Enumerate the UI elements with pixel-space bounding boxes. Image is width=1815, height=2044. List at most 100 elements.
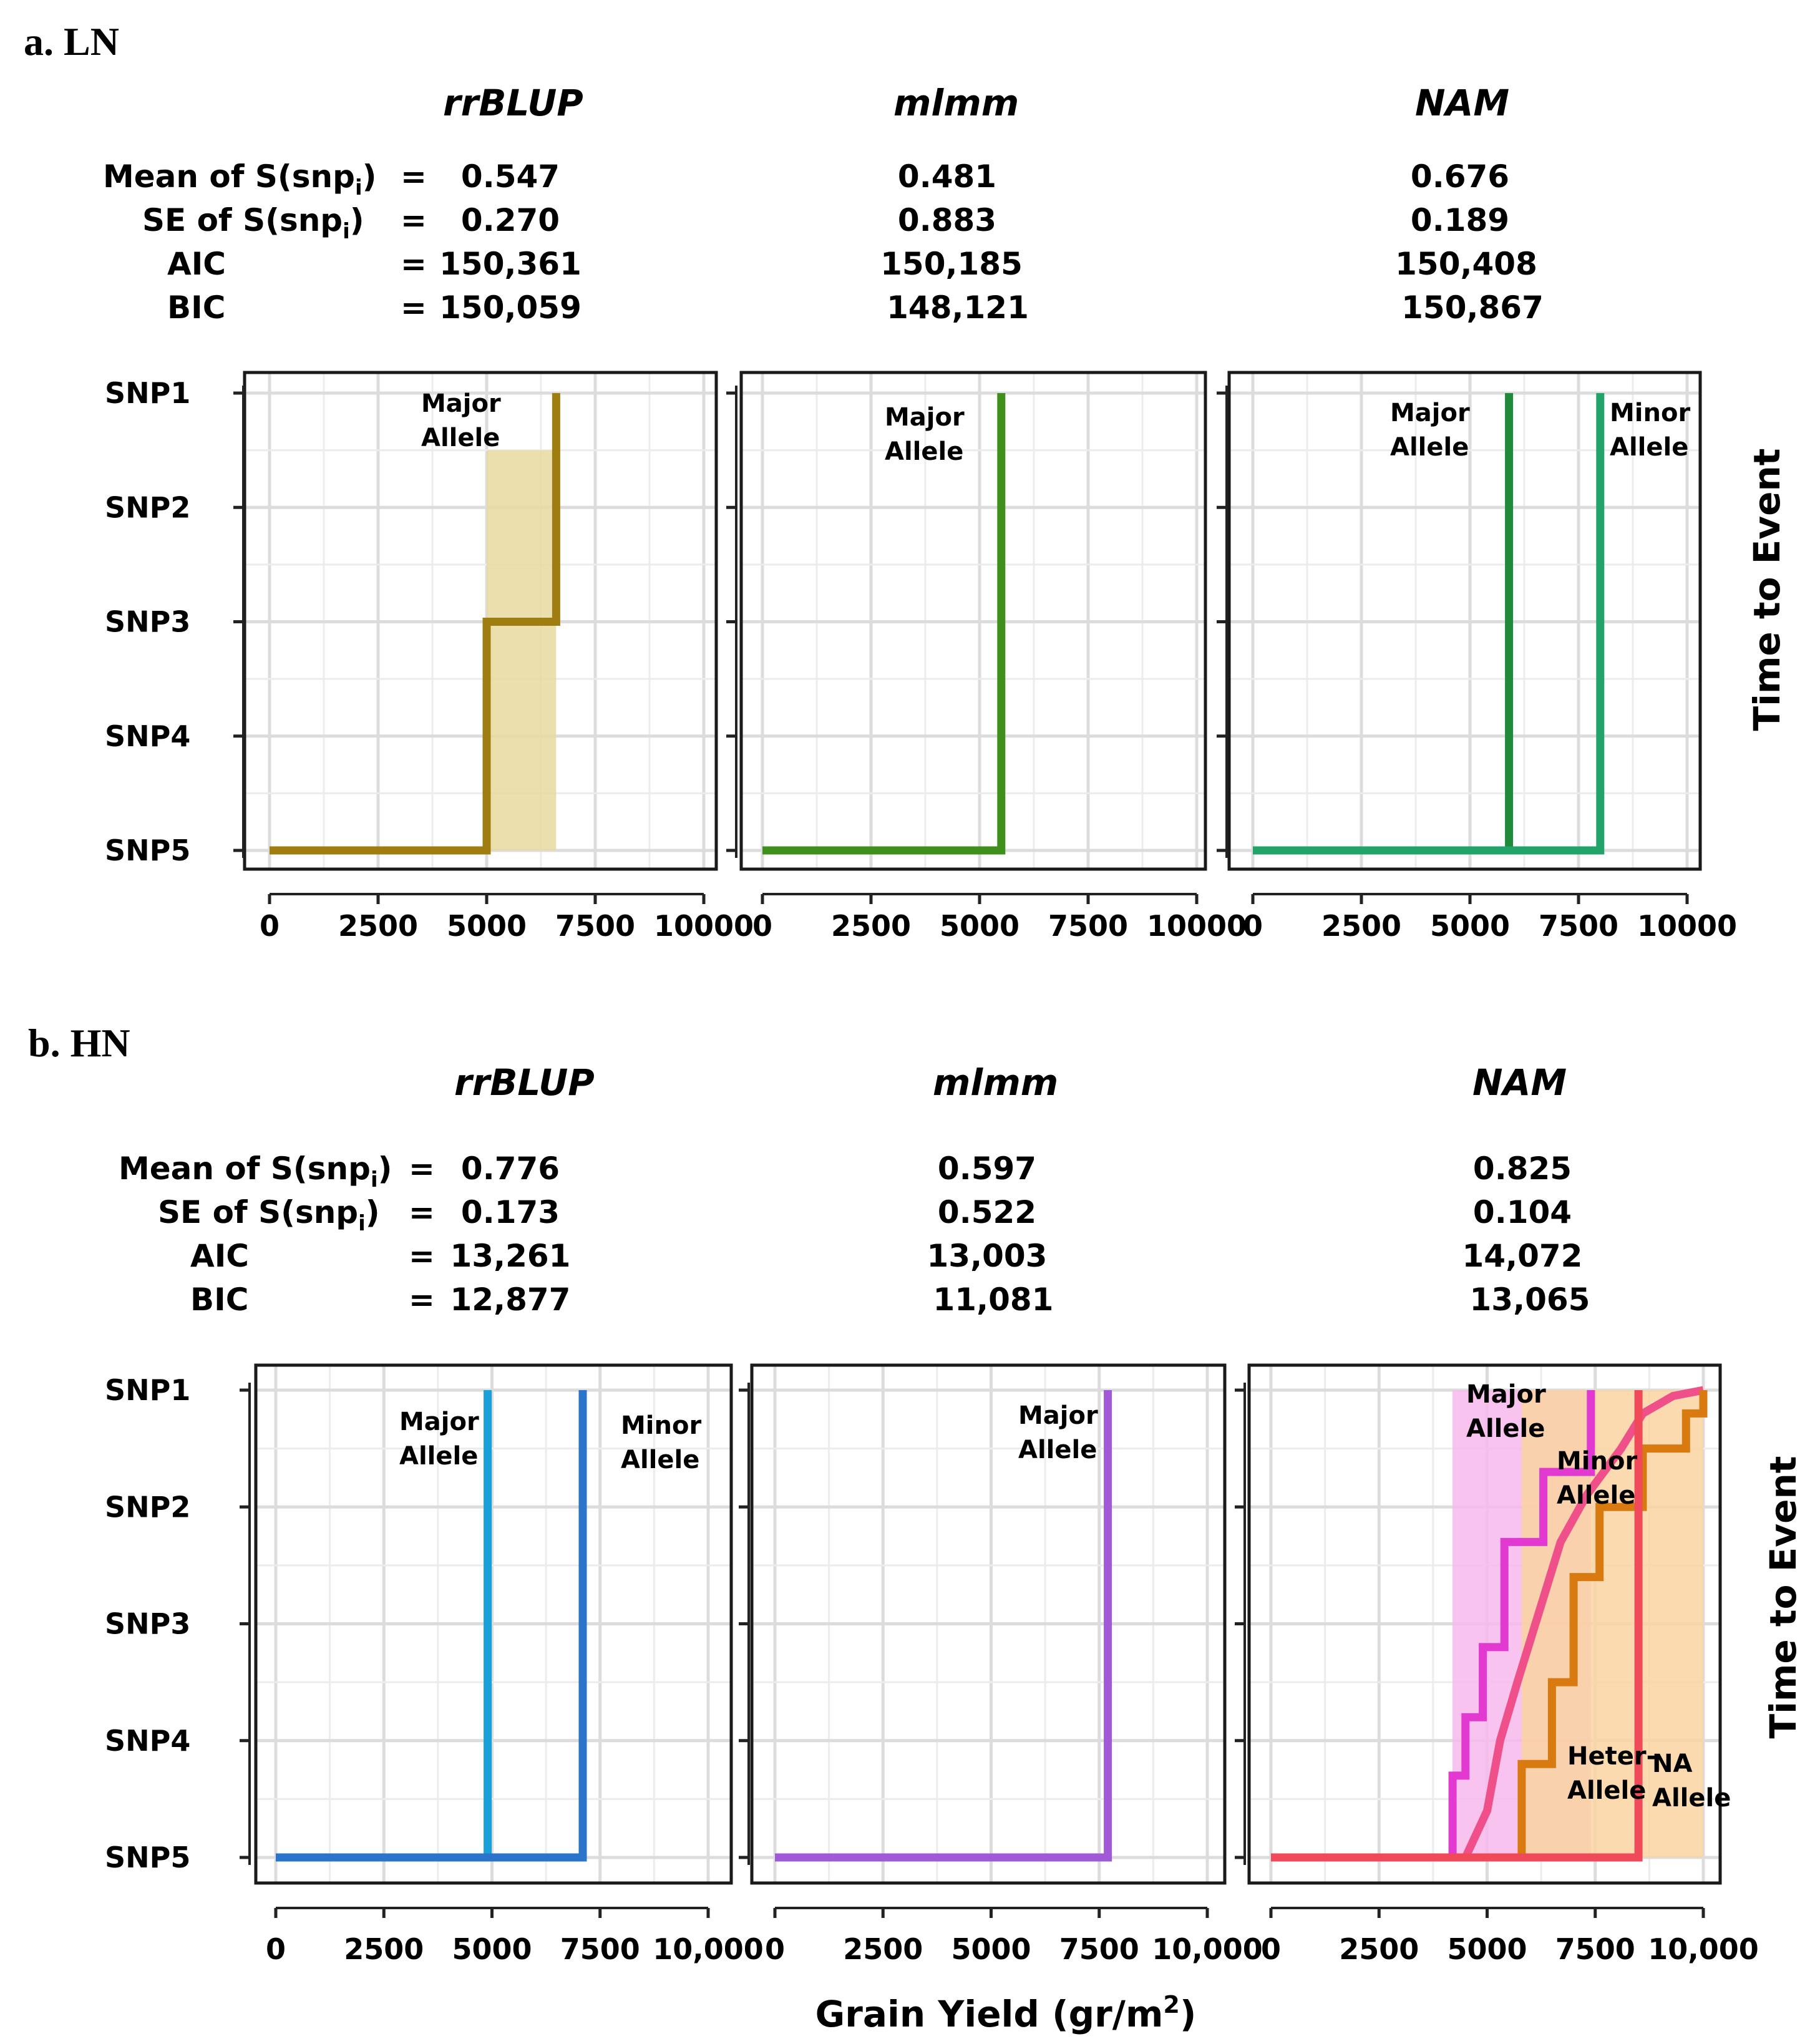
stat-label-se: SE of S(snpi): [158, 1194, 380, 1236]
x-tick-label: 0: [266, 1932, 286, 1966]
series-line: [1271, 1390, 1708, 1862]
stat-bic-nam: 13,065: [1470, 1282, 1590, 1318]
method-title-rrblup-b: rrBLUP: [454, 1061, 595, 1104]
x-tick-label: 2500: [831, 909, 911, 943]
stat-mean-nam: 0.676: [1411, 158, 1509, 195]
series-label: Allele: [1466, 1414, 1545, 1443]
series-line: [270, 393, 560, 855]
eq: =: [409, 1282, 435, 1318]
stat-label-aic: AIC: [167, 246, 226, 282]
stat-bic-mlmm: 11,081: [933, 1282, 1054, 1318]
eq: =: [401, 202, 427, 238]
series-label: Allele: [1390, 433, 1469, 462]
x-tick-label: 5000: [447, 909, 527, 943]
method-title-mlmm-b: mlmm: [933, 1061, 1058, 1104]
stat-label-mean: Mean of S(snpi): [103, 158, 376, 200]
stat-se-rrblup: 0.270: [461, 202, 560, 238]
plot-frame: [254, 1363, 733, 1885]
x-tick-label: 0: [1243, 909, 1263, 943]
series-label: Allele: [399, 1442, 478, 1471]
x-tick-label: 7500: [1048, 909, 1128, 943]
method-title-rrblup-a: rrBLUP: [443, 82, 583, 124]
series-label: Allele: [885, 437, 963, 466]
stat-bic-rrblup: 150,059: [439, 290, 581, 326]
x-tick-label: 2500: [338, 909, 418, 943]
y-tick-label: SNP3: [105, 1607, 190, 1641]
stat-label-bic: BIC: [167, 290, 225, 326]
series-line: [775, 1390, 1112, 1862]
series-line: [1271, 1390, 1643, 1862]
y-tick-label: SNP4: [105, 719, 190, 753]
series-line: [762, 393, 1006, 855]
y-tick-label: SNP2: [105, 1490, 190, 1524]
series-label: Major: [1390, 399, 1470, 427]
x-tick-label: 0: [765, 1932, 785, 1966]
ylabel-a: Time to Event: [1746, 449, 1788, 731]
stat-label-bic: BIC: [190, 1282, 248, 1318]
series-label: Minor: [621, 1411, 701, 1440]
stat-mean-nam: 0.825: [1473, 1151, 1572, 1187]
stats-labels-b: Mean of S(snpi) SE of S(snpi) AIC BIC = …: [119, 1151, 435, 1318]
series-label: Minor: [1610, 399, 1690, 427]
series-line: [1253, 393, 1605, 855]
x-tick-label: 10,000: [1648, 1932, 1759, 1966]
stat-aic-rrblup: 13,261: [450, 1238, 571, 1274]
chart-a-rrblup: SNP1 SNP2 SNP3 SNP4 SNP5 0 2500 5000 7500 10000 Ma…: [105, 371, 754, 943]
stat-mean-rrblup: 0.547: [461, 158, 560, 195]
y-tick-label: SNP5: [105, 834, 190, 867]
series-label: Allele: [1018, 1436, 1097, 1464]
eq: =: [409, 1194, 435, 1230]
x-tick-label: 10,000: [1152, 1932, 1263, 1966]
series-label: Major: [1466, 1380, 1546, 1409]
confidence-band: [487, 450, 557, 850]
stat-mean-rrblup: 0.776: [461, 1151, 560, 1187]
stat-label-mean: Mean of S(snpi): [119, 1151, 392, 1192]
method-title-mlmm-a: mlmm: [893, 82, 1019, 124]
x-tick-label: 2500: [344, 1932, 424, 1966]
stats-values-b: 0.776 0.173 13,261 12,877 0.597 0.522 13…: [450, 1151, 1590, 1318]
y-tick-label: SNP1: [105, 376, 190, 410]
stat-se-rrblup: 0.173: [461, 1194, 560, 1230]
chart-b-nam: 0 2500 5000 7500 10,000 Major Allele Minor Allel…: [1235, 1363, 1759, 1966]
x-tick-label: 5000: [951, 1932, 1031, 1966]
stat-bic-nam: 150,867: [1401, 290, 1544, 326]
series-label: Allele: [1652, 1784, 1731, 1813]
series-label: Major: [885, 403, 965, 432]
stat-se-mlmm: 0.883: [898, 202, 996, 238]
series-label: Heter-: [1567, 1742, 1657, 1771]
panel-b-title: b. HN: [28, 1021, 130, 1065]
x-tick-label: 5000: [940, 909, 1019, 943]
series-label: Major: [1018, 1401, 1098, 1430]
stat-aic-mlmm: 150,185: [880, 246, 1023, 282]
x-tick-label: 10,000: [653, 1932, 764, 1966]
xlabel-b: Grain Yield (gr/m2): [815, 1991, 1197, 2035]
stat-aic-nam: 150,408: [1395, 246, 1537, 282]
series-label: Minor: [1557, 1447, 1637, 1476]
eq: =: [401, 290, 427, 326]
series-label: Allele: [621, 1446, 699, 1474]
ylabel-b: Time to Event: [1762, 1456, 1804, 1739]
series-label: Major: [421, 389, 501, 418]
method-title-nam-b: NAM: [1472, 1061, 1567, 1104]
x-tick-label: 7500: [1555, 1932, 1635, 1966]
x-tick-label: 2500: [843, 1932, 923, 1966]
eq: =: [401, 158, 427, 195]
stat-mean-mlmm: 0.481: [898, 158, 996, 195]
y-tick-label: SNP1: [105, 1373, 190, 1407]
stat-se-mlmm: 0.522: [938, 1194, 1036, 1230]
x-tick-label: 0: [752, 909, 772, 943]
chart-a-mlmm: 0 2500 5000 7500 10000 Major Allele: [726, 371, 1247, 943]
x-tick-label: 5000: [1447, 1932, 1527, 1966]
plot-frame: [1227, 371, 1702, 871]
series-label: Allele: [1610, 433, 1688, 462]
eq: =: [409, 1238, 435, 1274]
plot-frame: [739, 371, 1207, 871]
eq: =: [409, 1151, 435, 1187]
stat-aic-rrblup: 150,361: [439, 246, 581, 282]
panel-a-title: a. LN: [24, 19, 119, 64]
series-label: Major: [399, 1408, 479, 1436]
series-line: [1271, 1390, 1595, 1862]
y-tick-label: SNP3: [105, 605, 190, 639]
x-tick-label: 2500: [1321, 909, 1401, 943]
